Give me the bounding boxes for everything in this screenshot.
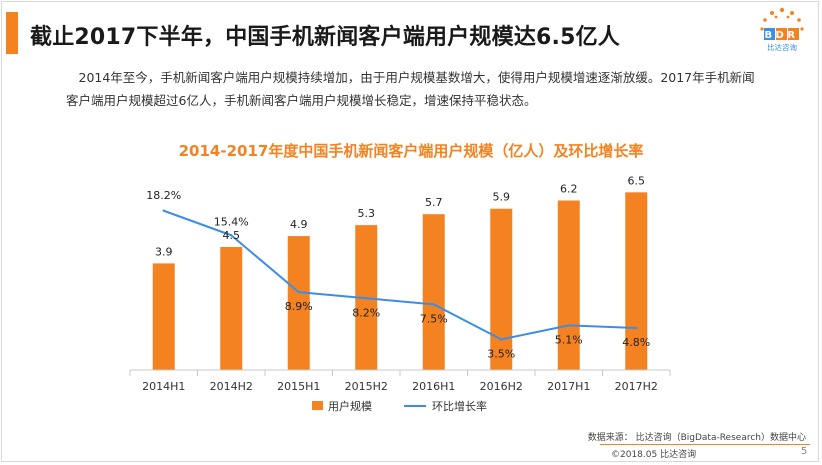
bdr-logo: BDR 比达咨询 xyxy=(760,7,804,52)
bar-2015H1 xyxy=(287,236,310,370)
bar-2014H2 xyxy=(220,247,243,370)
bar-label-2017H2: 6.5 xyxy=(628,174,646,187)
growth-point-2015H1 xyxy=(297,290,300,294)
bar-2016H1 xyxy=(422,214,445,370)
bar-label-2015H2: 5.3 xyxy=(358,207,376,220)
bar-label-2014H2: 4.5 xyxy=(223,229,241,242)
bar-2017H1 xyxy=(557,200,580,370)
growth-point-2014H2 xyxy=(230,234,233,237)
line-label-2017H1: 5.1% xyxy=(555,333,583,346)
bar-label-2016H2: 5.9 xyxy=(493,191,511,204)
footer-divider xyxy=(600,444,810,445)
line-label-2015H2: 8.2% xyxy=(352,306,380,319)
data-source: 数据来源： 比达咨询（BigData-Research）数据中心 xyxy=(587,433,806,443)
bar-2017H2 xyxy=(625,192,648,370)
logo-dots xyxy=(760,7,804,31)
page-title: 截止2017下半年，中国手机新闻客户端用户规模达6.5亿人 xyxy=(30,25,621,50)
bar-label-2016H1: 5.7 xyxy=(425,196,443,209)
growth-point-2014H1 xyxy=(162,209,165,212)
x-tick-label-2016H1: 2016H1 xyxy=(412,380,455,393)
x-tick-label-2014H2: 2014H2 xyxy=(210,380,253,393)
legend-label-line: 环比增长率 xyxy=(432,399,487,413)
logo-subtext: 比达咨询 xyxy=(767,42,797,52)
legend-swatch-bar xyxy=(312,401,323,410)
legend-label-bar: 用户规模 xyxy=(328,399,372,413)
logo-text: BDR xyxy=(764,30,798,41)
x-tick-label-2015H1: 2015H1 xyxy=(277,380,320,393)
growth-point-2016H2 xyxy=(500,338,503,341)
x-tick-label-2015H2: 2015H2 xyxy=(345,380,388,393)
page-number: 5 xyxy=(801,446,808,457)
title-accent-bar xyxy=(6,12,18,54)
bar-2014H1 xyxy=(152,263,175,370)
line-label-2017H2: 4.8% xyxy=(622,336,650,349)
x-tick-label-2017H2: 2017H2 xyxy=(615,380,658,393)
bar-label-2015H1: 4.9 xyxy=(290,218,308,231)
growth-point-2017H2 xyxy=(635,326,638,330)
growth-point-2015H2 xyxy=(365,297,368,300)
growth-point-2017H1 xyxy=(567,324,570,327)
x-tick-label-2014H1: 2014H1 xyxy=(142,380,185,393)
x-tick-label-2016H2: 2016H2 xyxy=(480,380,523,393)
line-label-2016H2: 3.5% xyxy=(487,347,515,360)
growth-point-2016H1 xyxy=(432,303,435,306)
bar-label-2017H1: 6.2 xyxy=(560,183,578,196)
line-label-2015H1: 8.9% xyxy=(285,300,313,313)
intro-paragraph: 2014年至今，手机新闻客户端用户规模持续增加，由于用户规模基数增大，使得用户规… xyxy=(66,70,755,108)
chart-title: 2014-2017年度中国手机新闻客户端用户规模（亿人）及环比增长率 xyxy=(178,142,644,160)
x-tick-label-2017H1: 2017H1 xyxy=(547,380,590,393)
footer-copyright: ©2018.05 比达咨询 xyxy=(611,450,697,460)
line-label-2016H1: 7.5% xyxy=(420,312,448,325)
bar-2016H2 xyxy=(490,208,513,370)
line-label-2014H2: 15.4% xyxy=(214,215,249,228)
line-label-2014H1: 18.2% xyxy=(146,189,181,202)
growth-rate-line xyxy=(163,209,637,341)
bar-label-2014H1: 3.9 xyxy=(155,245,173,258)
